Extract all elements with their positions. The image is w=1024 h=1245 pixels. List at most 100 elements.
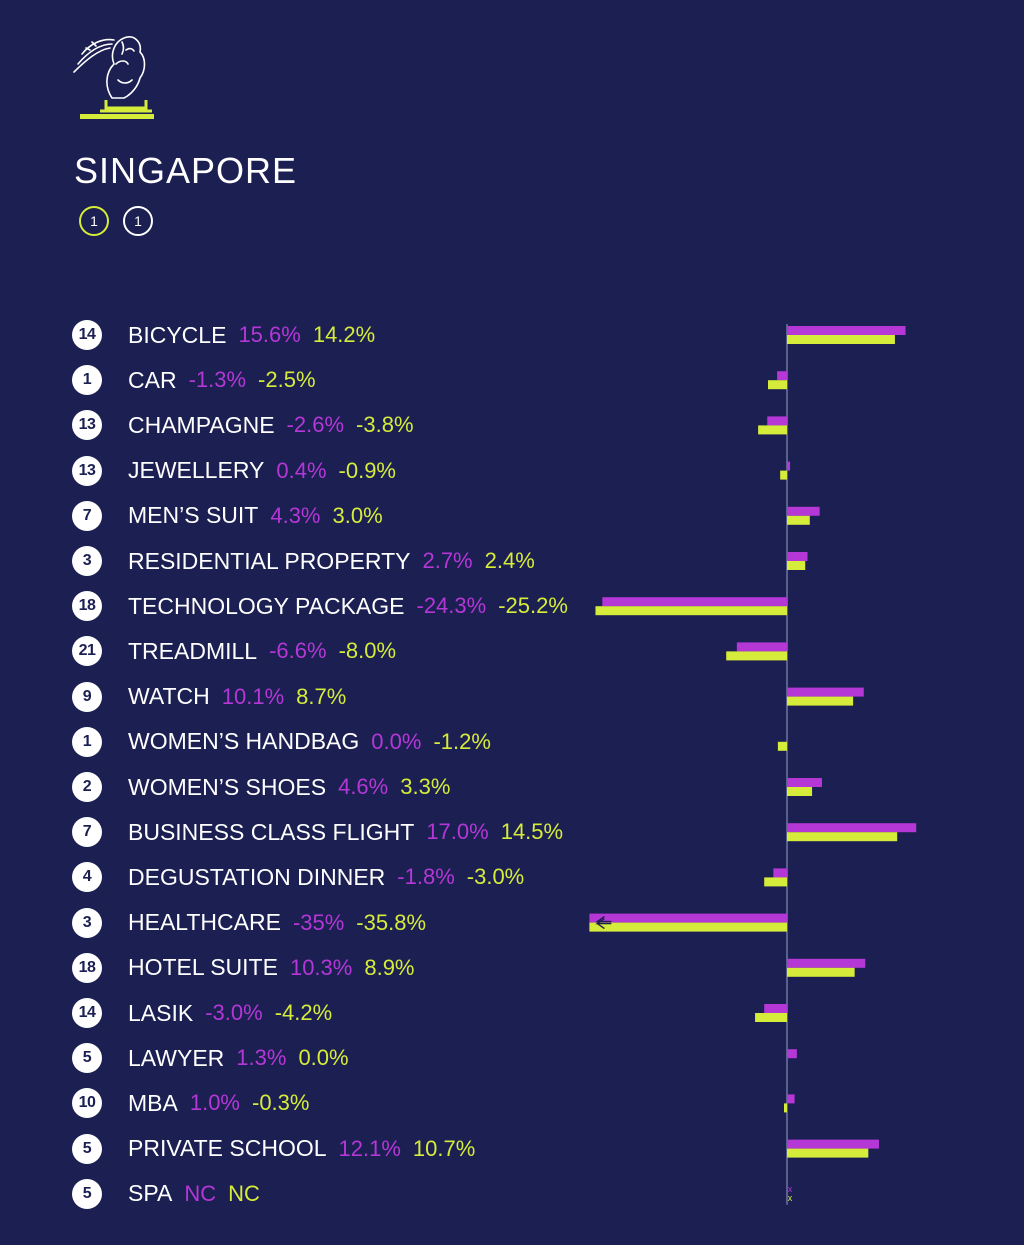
series-2-value: -3.8% — [356, 412, 414, 438]
series-1-value: 17.0% — [426, 819, 489, 845]
rank-number: 2 — [72, 772, 102, 802]
series-1-value: -1.3% — [188, 367, 247, 393]
missing-value-marker: x — [788, 1184, 793, 1194]
category-row: 13 JEWELLERY 0.4% -0.9% — [72, 455, 396, 486]
rank-number: 18 — [72, 591, 102, 622]
bar-series-2 — [787, 696, 854, 706]
rank-number: 5 — [72, 1133, 102, 1164]
series-2-value: -0.9% — [338, 457, 396, 483]
series-2-value: -3.0% — [466, 864, 525, 890]
category-label: MEN’S SUIT — [128, 502, 259, 529]
rank-number: 10 — [72, 1088, 102, 1119]
category-label: LAWYER — [128, 1044, 225, 1071]
category-row: 1 WOMEN’S HANDBAG 0.0% -1.2% — [72, 726, 491, 757]
category-row: 5 PRIVATE SCHOOL 12.1% 10.7% — [72, 1133, 475, 1164]
rank-number: 1 — [72, 726, 102, 757]
series-1-value: 10.3% — [289, 954, 353, 980]
category-label: BUSINESS CLASS FLIGHT — [128, 818, 415, 845]
series-1-value: -3.0% — [205, 1000, 263, 1025]
category-row: 4 DEGUSTATION DINNER -1.8% -3.0% — [72, 862, 525, 893]
bar-series-1 — [787, 823, 917, 833]
bar-series-2 — [787, 1148, 869, 1158]
bar-series-2 — [595, 606, 787, 616]
bar-series-2 — [784, 1103, 787, 1113]
bar-series-2 — [787, 335, 895, 344]
rank-number: 13 — [72, 410, 102, 441]
rank-number: 7 — [72, 500, 102, 531]
series-2-value: -1.2% — [433, 728, 491, 754]
truncated-arrow-icon — [596, 923, 605, 930]
bar-series-1 — [787, 1094, 795, 1104]
series-1-value: 0.4% — [276, 457, 327, 483]
series-2-value: -2.5% — [258, 367, 316, 393]
series-2-value: -25.2% — [498, 593, 568, 619]
series-1-value: 1.0% — [189, 1090, 240, 1116]
category-label: BICYCLE — [128, 321, 227, 348]
bar-series-1 — [602, 597, 787, 607]
rank-number: 3 — [72, 907, 102, 938]
series-1-value: 15.6% — [238, 322, 301, 347]
category-label: WATCH — [128, 683, 210, 710]
series-1-value: -35% — [292, 909, 345, 935]
bar-series-1 — [787, 778, 822, 787]
bar-series-2 — [780, 470, 787, 480]
bar-series-2 — [787, 787, 813, 796]
bar-series-1 — [777, 371, 787, 381]
bar-series-2 — [768, 380, 787, 390]
series-2-value: 14.2% — [312, 322, 376, 347]
category-row: 9 WATCH 10.1% 8.7% — [72, 681, 346, 712]
rank-number: 3 — [72, 546, 102, 576]
category-row: 2 WOMEN’S SHOES 4.6% 3.3% — [72, 772, 450, 802]
category-row: 21 TREADMILL -6.6% -8.0% — [72, 636, 396, 667]
bar-series-2 — [755, 1013, 787, 1022]
series-1-value: -24.3% — [416, 593, 487, 619]
rank-number: 21 — [72, 636, 102, 667]
bar-series-2 — [589, 922, 787, 932]
rank-number: 5 — [72, 1178, 102, 1209]
series-2-value: NC — [228, 1180, 260, 1206]
category-label: HOTEL SUITE — [128, 954, 278, 981]
category-label: TECHNOLOGY PACKAGE — [128, 592, 405, 619]
category-row: 5 LAWYER 1.3% 0.0% — [72, 1043, 349, 1074]
category-row: 18 HOTEL SUITE 10.3% 8.9% — [72, 952, 415, 983]
rank-number: 9 — [72, 681, 102, 712]
bar-series-2 — [787, 561, 806, 570]
series-1-value: 2.7% — [422, 548, 473, 573]
overall-rank-badge-white: 1 — [123, 206, 153, 236]
category-row: 5 SPA NC NC — [72, 1178, 260, 1209]
bar-series-1 — [767, 416, 787, 426]
rank-number: 18 — [72, 952, 102, 983]
rank-number: 7 — [72, 817, 102, 848]
bar-series-2 — [777, 741, 787, 751]
category-label: HEALTHCARE — [128, 909, 281, 936]
category-label: PRIVATE SCHOOL — [128, 1135, 327, 1162]
series-2-value: 0.0% — [298, 1045, 349, 1071]
category-row: 7 BUSINESS CLASS FLIGHT 17.0% 14.5% — [72, 817, 563, 848]
category-label: MBA — [128, 1089, 178, 1116]
category-row: 1 CAR -1.3% -2.5% — [72, 365, 316, 396]
rank-number: 13 — [72, 455, 102, 486]
series-2-value: -35.8% — [356, 909, 427, 935]
bar-series-2 — [787, 515, 810, 525]
bar-series-1 — [787, 1049, 797, 1059]
category-row: 3 HEALTHCARE -35% -35.8% — [72, 907, 427, 938]
category-row: 14 LASIK -3.0% -4.2% — [72, 998, 332, 1028]
series-1-value: 4.6% — [338, 774, 389, 799]
series-1-value: 4.3% — [270, 502, 321, 528]
series-2-value: -0.3% — [252, 1090, 310, 1116]
bar-series-2 — [758, 425, 787, 435]
category-label: CAR — [128, 366, 177, 393]
series-1-value: -2.6% — [286, 412, 345, 438]
series-2-value: 3.3% — [400, 774, 451, 799]
series-2-value: 3.0% — [332, 502, 383, 528]
merlion-icon — [73, 36, 154, 119]
series-2-value: 8.9% — [364, 954, 415, 980]
bar-series-2 — [764, 877, 787, 887]
bar-series-1 — [773, 868, 787, 878]
missing-value-marker: x — [788, 1193, 793, 1203]
bar-series-1 — [787, 958, 866, 968]
category-label: DEGUSTATION DINNER — [128, 863, 386, 890]
category-label: RESIDENTIAL PROPERTY — [128, 547, 411, 574]
category-row: 3 RESIDENTIAL PROPERTY 2.7% 2.4% — [72, 546, 535, 576]
